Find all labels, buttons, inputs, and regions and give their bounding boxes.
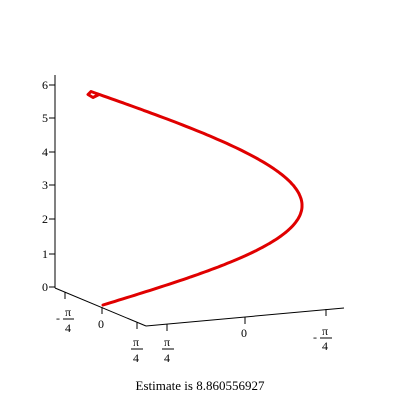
z-tick-label-1: 1 — [42, 247, 48, 261]
x-tick-label-0-den: 4 — [65, 321, 71, 335]
y-tick-label-1: 0 — [241, 326, 247, 340]
x-tick-label-neg-pi4: - π 4 — [56, 305, 74, 335]
y-tick-label-0-num: π — [164, 335, 170, 349]
y-tick-label-2-num: π — [322, 324, 328, 338]
series-curve — [86, 90, 304, 307]
x-axis-line — [54, 287, 147, 327]
z-tick-label-0: 0 — [42, 280, 48, 294]
z-tick-label-2: 2 — [42, 212, 48, 226]
x-tick-label-2-den: 4 — [133, 351, 139, 365]
y-ticks: π 4 0 - π 4 — [162, 309, 332, 365]
y-tick-label-pi4: π 4 — [162, 335, 174, 365]
z-ticks: 0 1 2 3 4 5 6 — [42, 78, 55, 294]
z-tick-label-6: 6 — [42, 78, 48, 92]
z-tick-label-5: 5 — [42, 111, 48, 125]
x-tick-label-0-sign: - — [56, 311, 60, 325]
estimate-caption: Estimate is 8.860556927 — [135, 378, 265, 393]
x-tick-label-pi4: π 4 — [131, 335, 143, 365]
y-tick-label-2-den: 4 — [322, 339, 328, 353]
x-tick-label-2-num: π — [133, 335, 139, 349]
z-tick-label-3: 3 — [42, 178, 48, 192]
x-tick-label-1: 0 — [98, 317, 104, 331]
y-tick-label-2-sign: - — [313, 330, 317, 344]
y-tick-label-0-den: 4 — [164, 351, 170, 365]
y-tick-label-neg-pi4: - π 4 — [313, 324, 332, 353]
x-ticks: - π 4 0 π 4 — [56, 292, 143, 365]
z-tick-label-4: 4 — [42, 145, 48, 159]
x-tick-label-0-num: π — [65, 305, 71, 319]
